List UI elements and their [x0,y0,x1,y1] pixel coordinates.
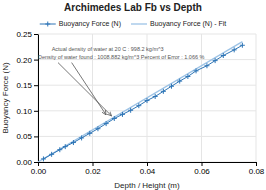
series-line [38,42,242,162]
y-axis: 0.00 0.05 0.10 0.15 0.20 0.25 [16,30,38,167]
x-tick-label: 0.08 [249,167,265,176]
grid-line-y [38,34,256,35]
point-marker [41,156,46,161]
x-tick-label: 0.02 [85,167,101,176]
y-tick-label: 0.05 [16,132,32,141]
series-line [43,45,242,159]
x-tick-mark [256,162,257,166]
annotation-text: Density of water found : 1008.882 kg/m^3… [38,54,205,60]
title: Archimedes Lab Fb vs Depth [64,2,202,13]
point-marker [128,108,133,113]
series [38,42,242,162]
x-tick-mark [202,162,203,166]
grid-line-y [38,136,256,137]
point-marker [185,74,190,79]
x-tick: 0.00 [31,162,47,176]
legend-item: Buoyancy Force (N) - Fit [131,20,226,28]
point-marker [204,63,209,68]
annotations: Actual density of water at 20 C : 998.2 … [38,46,205,116]
x-tick-mark [147,162,148,166]
point-marker [161,89,166,94]
point-marker [136,103,141,108]
legend: Buoyancy Force (N) Buoyancy Force (N) - F… [40,20,227,28]
y-tick-mark [34,162,38,163]
x-tick: 0.08 [249,162,265,176]
series [41,43,245,162]
point-marker [177,79,182,84]
point-marker [63,144,68,149]
point-marker [95,126,100,131]
x-tick-label: 0.00 [31,167,47,176]
y-tick: 0.25 [16,30,38,39]
point-marker [153,94,158,99]
grid-line-y [38,110,256,111]
point-marker [112,116,117,121]
y-tick: 0.20 [16,56,38,65]
point-marker [240,43,245,48]
point-marker [104,121,109,126]
y-tick-label: 0.25 [16,30,32,39]
x-tick-label: 0.04 [140,167,156,176]
annotation-arrow [72,63,107,115]
point-marker [145,98,150,103]
point-marker [79,135,84,140]
y-tick-label: 0.10 [16,107,32,116]
point-marker [120,112,125,117]
point-marker [71,140,76,145]
point-marker [221,53,226,58]
y-tick-label: 0.15 [16,81,32,90]
y-tick: 0.15 [16,81,38,90]
grid-line-y [38,85,256,86]
y-tick: 0.00 [16,158,38,167]
y-tick-mark [34,85,38,86]
point-marker [194,68,199,73]
x-axis-title: Depth / Height (m) [114,181,180,190]
chart: 0.00 0.02 0.04 0.06 0.08 0.00 0.05 0.10 0.15 0.20… [0,0,266,190]
y-tick-mark [34,111,38,112]
y-tick-label: 0.20 [16,56,32,65]
legend-label: Buoyancy Force (N) [59,20,121,28]
point-marker [49,152,54,157]
y-axis-title: Buoyancy Force (N) [1,62,10,133]
plot-area [38,42,245,162]
x-tick: 0.02 [85,162,101,176]
x-tick: 0.04 [140,162,156,176]
annotation-arrow [58,63,112,116]
point-marker [169,84,174,89]
point-marker [57,147,62,152]
x-tick: 0.06 [194,162,210,176]
legend-label: Buoyancy Force (N) - Fit [150,20,226,28]
x-tick-mark [93,162,94,166]
x-tick-mark [38,162,39,166]
y-tick-mark [34,136,38,137]
legend-swatch [131,23,147,24]
point-marker [232,47,237,52]
x-tick-label: 0.06 [194,167,210,176]
legend-item: Buoyancy Force (N) [40,20,121,28]
annotation-text: Actual density of water at 20 C : 998.2 … [52,46,164,52]
y-tick-label: 0.00 [16,158,32,167]
point-marker [213,58,218,63]
point-marker [87,131,92,136]
grid-line-x [256,34,257,162]
legend-marker [45,22,50,27]
grid [38,34,256,162]
y-tick-mark [34,60,38,61]
y-tick: 0.10 [16,107,38,116]
y-tick: 0.05 [16,132,38,141]
x-axis: 0.00 0.02 0.04 0.06 0.08 [31,162,265,176]
y-tick-mark [34,34,38,35]
